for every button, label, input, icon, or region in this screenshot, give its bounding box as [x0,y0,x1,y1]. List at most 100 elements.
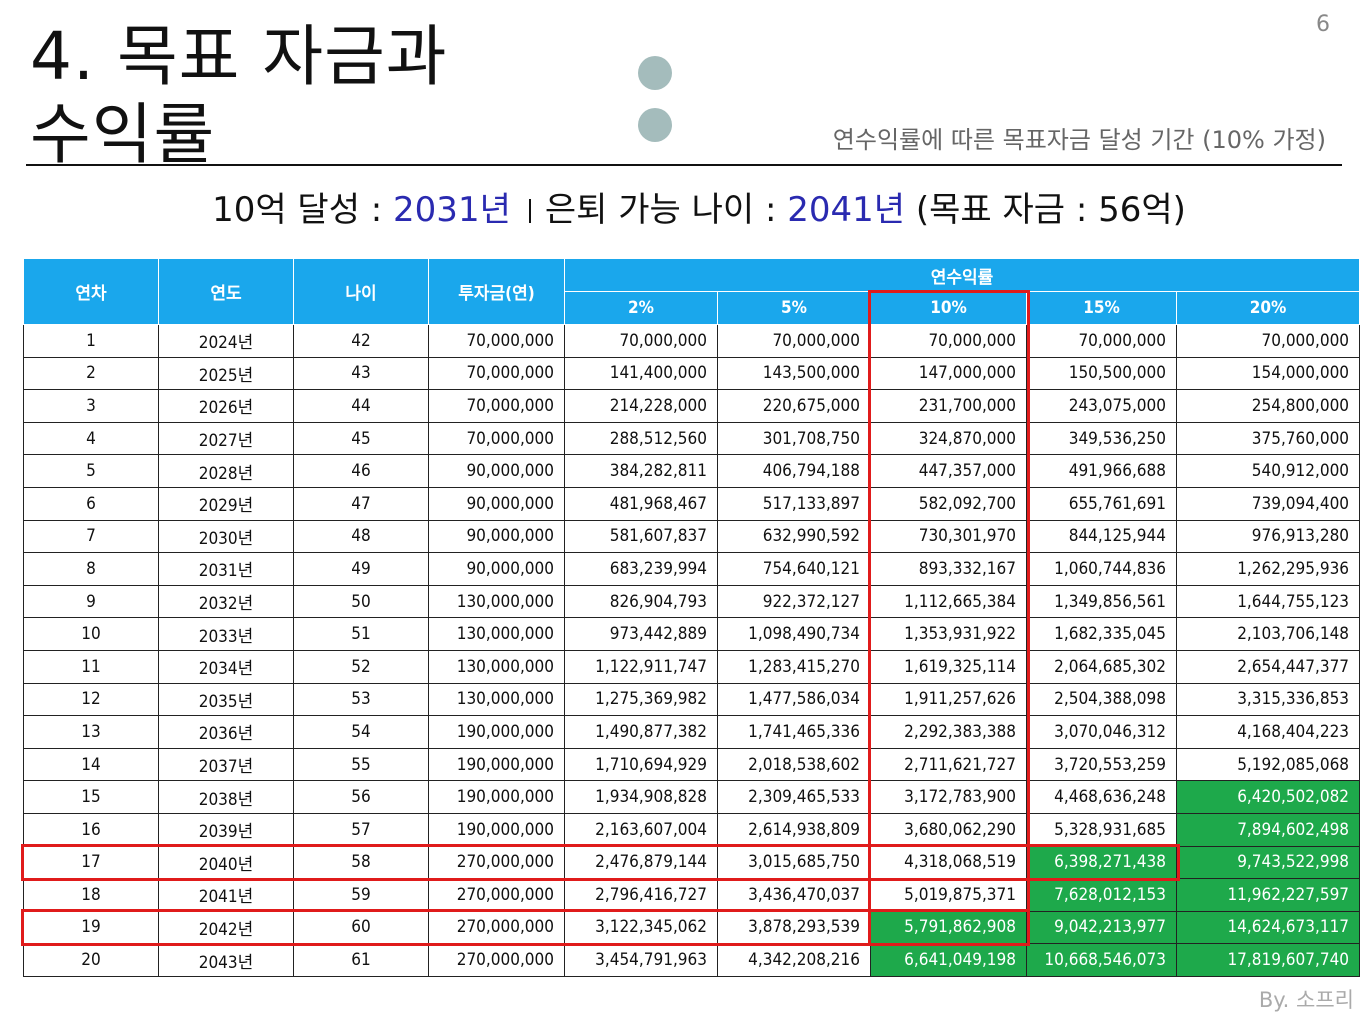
slide-title-line2: 수익률 [30,96,216,173]
cell-investment: 130,000,000 [428,617,565,651]
cell-rate-20: 976,913,280 [1175,519,1361,554]
cell-investment: 270,000,000 [428,943,565,977]
cell-rate-10: 582,092,700 [870,486,1027,521]
header-rate-5: 5% [717,291,871,325]
cell-year: 2025년 [158,356,294,391]
header-age: 나이 [293,258,429,325]
cell-rate-2: 683,239,994 [564,552,718,586]
cell-rate-10: 6,641,049,198 [870,943,1027,977]
cell-rate-10: 1,911,257,626 [870,682,1027,717]
cell-rate-5: 3,878,293,539 [717,910,871,945]
cell-rate-5: 3,436,470,037 [717,878,871,912]
cell-investment: 70,000,000 [428,389,565,423]
cell-rate-10: 3,680,062,290 [870,812,1027,847]
cell-rate-2: 141,400,000 [564,356,718,391]
cell-rate-20: 2,103,706,148 [1175,617,1361,651]
credit-text: By. 소프리 [1258,988,1354,1012]
cell-rate-5: 3,015,685,750 [717,845,871,880]
cell-year-no: 6 [23,486,159,521]
table-row: 11 2034년 52 130,000,000 1,122,911,747 1,283,4… [23,649,1361,684]
cell-rate-10: 3,172,783,900 [870,780,1027,814]
decorative-dot-bottom [638,108,672,142]
cell-rate-5: 632,990,592 [717,519,871,554]
cell-rate-10: 231,700,000 [870,389,1027,423]
cell-year: 2029년 [158,486,294,521]
cell-rate-5: 517,133,897 [717,486,871,521]
cell-rate-5: 1,098,490,734 [717,617,871,651]
cell-age: 57 [293,812,429,847]
cell-rate-5: 220,675,000 [717,389,871,423]
table-body: 1 2024년 42 70,000,000 70,000,000 70,000,000 70… [23,324,1361,977]
cell-rate-2: 973,442,889 [564,617,718,651]
cell-rate-15: 655,761,691 [1026,486,1177,521]
cell-age: 42 [293,324,429,358]
cell-year: 2040년 [158,845,294,880]
cell-rate-10: 1,353,931,922 [870,617,1027,651]
page-number: 6 [1316,12,1330,37]
cell-year-no: 19 [23,910,159,945]
cell-rate-5: 406,794,188 [717,454,871,488]
cell-rate-20: 11,962,227,597 [1175,878,1361,912]
cell-rate-20: 6,420,502,082 [1175,780,1361,814]
table-row: 13 2036년 54 190,000,000 1,490,877,382 1,741,4… [23,715,1361,749]
cell-rate-20: 540,912,000 [1175,454,1361,488]
cell-year-no: 10 [23,617,159,651]
header-year: 연도 [158,258,294,325]
cell-investment: 190,000,000 [428,780,565,814]
slide-subtitle: 연수익률에 따른 목표자금 달성 기간 (10% 가정) [832,126,1326,154]
table-row: 1 2024년 42 70,000,000 70,000,000 70,000,000 70… [23,324,1361,358]
cell-age: 43 [293,356,429,391]
cell-rate-2: 2,796,416,727 [564,878,718,912]
cell-investment: 190,000,000 [428,715,565,749]
cell-rate-5: 1,741,465,336 [717,715,871,749]
cell-year: 2041년 [158,878,294,912]
table-row: 20 2043년 61 270,000,000 3,454,791,963 4,342,2… [23,943,1361,977]
cell-year: 2028년 [158,454,294,488]
cell-rate-2: 3,454,791,963 [564,943,718,977]
cell-rate-5: 4,342,208,216 [717,943,871,977]
decorative-dot-top [638,56,672,90]
cell-age: 51 [293,617,429,651]
cell-rate-5: 2,309,465,533 [717,780,871,814]
cell-rate-5: 70,000,000 [717,324,871,358]
cell-rate-20: 375,760,000 [1175,421,1361,456]
cell-rate-15: 491,966,688 [1026,454,1177,488]
table-row: 15 2038년 56 190,000,000 1,934,908,828 2,309,4… [23,780,1361,814]
cell-investment: 270,000,000 [428,845,565,880]
cell-rate-15: 844,125,944 [1026,519,1177,554]
slide-title-line1: 4. 목표 자금과 [30,18,448,95]
table-row: 5 2028년 46 90,000,000 384,282,811 406,794,188… [23,454,1361,488]
cell-rate-10: 893,332,167 [870,552,1027,586]
cell-age: 55 [293,747,429,782]
cell-rate-20: 254,800,000 [1175,389,1361,423]
cell-year-no: 1 [23,324,159,358]
cell-rate-10: 1,112,665,384 [870,584,1027,619]
cell-age: 49 [293,552,429,586]
cell-rate-10: 70,000,000 [870,324,1027,358]
summary-part3: (목표 자금 : 56억) [905,190,1186,230]
cell-investment: 70,000,000 [428,324,565,358]
cell-year-no: 16 [23,812,159,847]
header-year-no: 연차 [23,258,159,325]
cell-rate-15: 6,398,271,438 [1026,845,1177,880]
cell-rate-10: 4,318,068,519 [870,845,1027,880]
table-row: 16 2039년 57 190,000,000 2,163,607,004 2,614,9… [23,812,1361,847]
cell-rate-10: 1,619,325,114 [870,649,1027,684]
cell-year: 2038년 [158,780,294,814]
header-investment: 투자금(연) [428,258,565,325]
cell-rate-2: 1,275,369,982 [564,682,718,717]
cell-rate-20: 739,094,400 [1175,486,1361,521]
table-row: 14 2037년 55 190,000,000 1,710,694,929 2,018,5… [23,747,1361,782]
cell-age: 56 [293,780,429,814]
cell-rate-15: 2,064,685,302 [1026,649,1177,684]
cell-rate-10: 5,791,862,908 [870,910,1027,945]
cell-year: 2039년 [158,812,294,847]
cell-year-no: 14 [23,747,159,782]
cell-investment: 90,000,000 [428,486,565,521]
cell-rate-5: 1,477,586,034 [717,682,871,717]
table-row: 7 2030년 48 90,000,000 581,607,837 632,990,592… [23,519,1361,554]
cell-age: 53 [293,682,429,717]
cell-rate-15: 7,628,012,153 [1026,878,1177,912]
cell-year-no: 11 [23,649,159,684]
title-divider [26,164,1342,166]
